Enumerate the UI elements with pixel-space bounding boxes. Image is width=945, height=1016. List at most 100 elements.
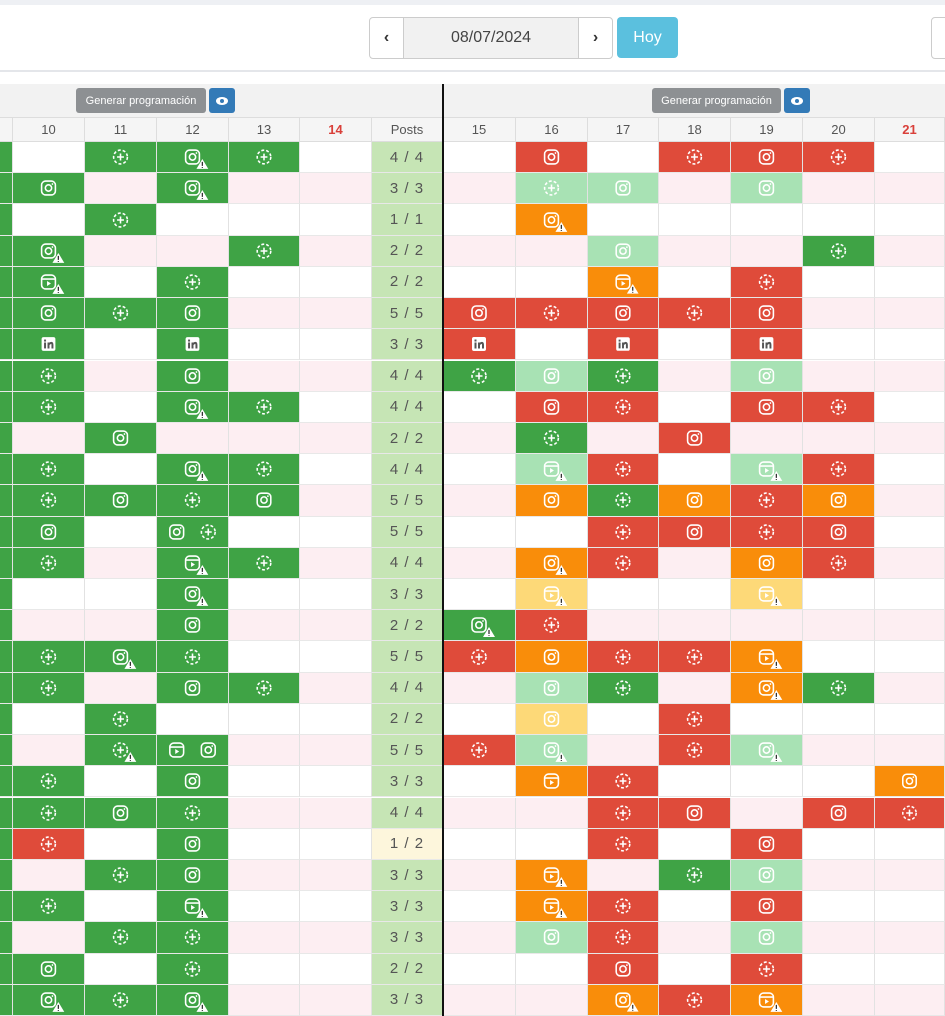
post-icon[interactable] bbox=[659, 985, 730, 1015]
post-icon[interactable] bbox=[516, 579, 587, 609]
post-icon[interactable] bbox=[588, 329, 658, 359]
date-text[interactable]: 08/07/2024 bbox=[403, 18, 579, 58]
post-icon[interactable] bbox=[85, 423, 156, 453]
post-icon[interactable] bbox=[157, 548, 228, 578]
post-icon[interactable] bbox=[588, 485, 658, 515]
post-icon[interactable] bbox=[13, 485, 84, 515]
post-icon[interactable] bbox=[13, 642, 84, 672]
post-icon[interactable] bbox=[157, 642, 228, 672]
post-icon[interactable] bbox=[157, 298, 228, 328]
post-icon[interactable] bbox=[157, 579, 228, 609]
post-icon[interactable] bbox=[13, 236, 84, 266]
post-icon[interactable] bbox=[588, 173, 658, 203]
post-icon[interactable] bbox=[229, 236, 299, 266]
post-icon[interactable] bbox=[13, 548, 84, 578]
post-icon[interactable] bbox=[13, 891, 84, 921]
post-icon[interactable] bbox=[588, 454, 658, 484]
post-icon[interactable] bbox=[803, 517, 874, 547]
post-icon[interactable] bbox=[13, 361, 84, 391]
post-icon[interactable] bbox=[659, 517, 730, 547]
post-icon[interactable] bbox=[803, 392, 874, 422]
post-icon[interactable] bbox=[731, 735, 802, 765]
post-icon[interactable] bbox=[588, 517, 658, 547]
today-button[interactable]: Hoy bbox=[617, 17, 678, 58]
post-icon[interactable] bbox=[588, 798, 658, 828]
post-icon[interactable] bbox=[803, 236, 874, 266]
post-icon[interactable] bbox=[803, 142, 874, 172]
post-icon[interactable] bbox=[157, 485, 228, 515]
post-icon[interactable] bbox=[13, 673, 84, 703]
post-icon[interactable] bbox=[85, 735, 156, 765]
post-icon[interactable] bbox=[85, 142, 156, 172]
post-icon[interactable] bbox=[803, 548, 874, 578]
post-icon[interactable] bbox=[875, 766, 944, 796]
post-icon[interactable] bbox=[731, 860, 802, 890]
post-icon[interactable] bbox=[588, 298, 658, 328]
post-icon[interactable] bbox=[731, 891, 802, 921]
post-icon[interactable] bbox=[516, 205, 587, 235]
post-icon[interactable] bbox=[588, 267, 658, 297]
post-icon[interactable] bbox=[13, 985, 84, 1015]
post-icon[interactable] bbox=[659, 735, 730, 765]
post-icon[interactable] bbox=[588, 985, 658, 1015]
post-icon[interactable] bbox=[588, 922, 658, 952]
post-icon[interactable] bbox=[731, 173, 802, 203]
post-icon[interactable] bbox=[731, 361, 802, 391]
post-icon[interactable] bbox=[157, 517, 228, 547]
post-icon[interactable] bbox=[157, 392, 228, 422]
post-icon[interactable] bbox=[731, 329, 802, 359]
post-icon[interactable] bbox=[229, 673, 299, 703]
post-icon[interactable] bbox=[229, 142, 299, 172]
post-icon[interactable] bbox=[516, 361, 587, 391]
post-icon[interactable] bbox=[85, 704, 156, 734]
post-icon[interactable] bbox=[588, 673, 658, 703]
post-icon[interactable] bbox=[516, 860, 587, 890]
post-icon[interactable] bbox=[443, 642, 515, 672]
post-icon[interactable] bbox=[731, 392, 802, 422]
post-icon[interactable] bbox=[659, 798, 730, 828]
post-icon[interactable] bbox=[731, 673, 802, 703]
post-icon[interactable] bbox=[875, 798, 944, 828]
post-icon[interactable] bbox=[85, 922, 156, 952]
post-icon[interactable] bbox=[659, 860, 730, 890]
post-icon[interactable] bbox=[157, 985, 228, 1015]
post-icon[interactable] bbox=[516, 173, 587, 203]
post-icon[interactable] bbox=[731, 954, 802, 984]
post-icon[interactable] bbox=[443, 329, 515, 359]
post-icon[interactable] bbox=[731, 579, 802, 609]
post-icon[interactable] bbox=[516, 142, 587, 172]
post-icon[interactable] bbox=[13, 298, 84, 328]
post-icon[interactable] bbox=[85, 860, 156, 890]
post-icon[interactable] bbox=[157, 454, 228, 484]
post-icon[interactable] bbox=[516, 548, 587, 578]
post-icon[interactable] bbox=[731, 298, 802, 328]
post-icon[interactable] bbox=[731, 267, 802, 297]
post-icon[interactable] bbox=[516, 891, 587, 921]
post-icon[interactable] bbox=[516, 642, 587, 672]
post-icon[interactable] bbox=[588, 392, 658, 422]
post-icon[interactable] bbox=[157, 735, 228, 765]
post-icon[interactable] bbox=[13, 829, 84, 859]
post-icon[interactable] bbox=[659, 642, 730, 672]
generate-button[interactable]: Generar programación bbox=[652, 88, 781, 113]
post-icon[interactable] bbox=[157, 954, 228, 984]
post-icon[interactable] bbox=[803, 485, 874, 515]
post-icon[interactable] bbox=[157, 829, 228, 859]
post-icon[interactable] bbox=[157, 766, 228, 796]
post-icon[interactable] bbox=[157, 673, 228, 703]
post-icon[interactable] bbox=[588, 829, 658, 859]
post-icon[interactable] bbox=[85, 642, 156, 672]
post-icon[interactable] bbox=[731, 829, 802, 859]
post-icon[interactable] bbox=[229, 392, 299, 422]
post-icon[interactable] bbox=[157, 610, 228, 640]
post-icon[interactable] bbox=[13, 173, 84, 203]
post-icon[interactable] bbox=[731, 922, 802, 952]
post-icon[interactable] bbox=[731, 985, 802, 1015]
preview-button[interactable] bbox=[209, 88, 235, 113]
post-icon[interactable] bbox=[803, 454, 874, 484]
post-icon[interactable] bbox=[443, 361, 515, 391]
post-icon[interactable] bbox=[13, 392, 84, 422]
post-icon[interactable] bbox=[731, 454, 802, 484]
post-icon[interactable] bbox=[85, 985, 156, 1015]
post-icon[interactable] bbox=[588, 642, 658, 672]
